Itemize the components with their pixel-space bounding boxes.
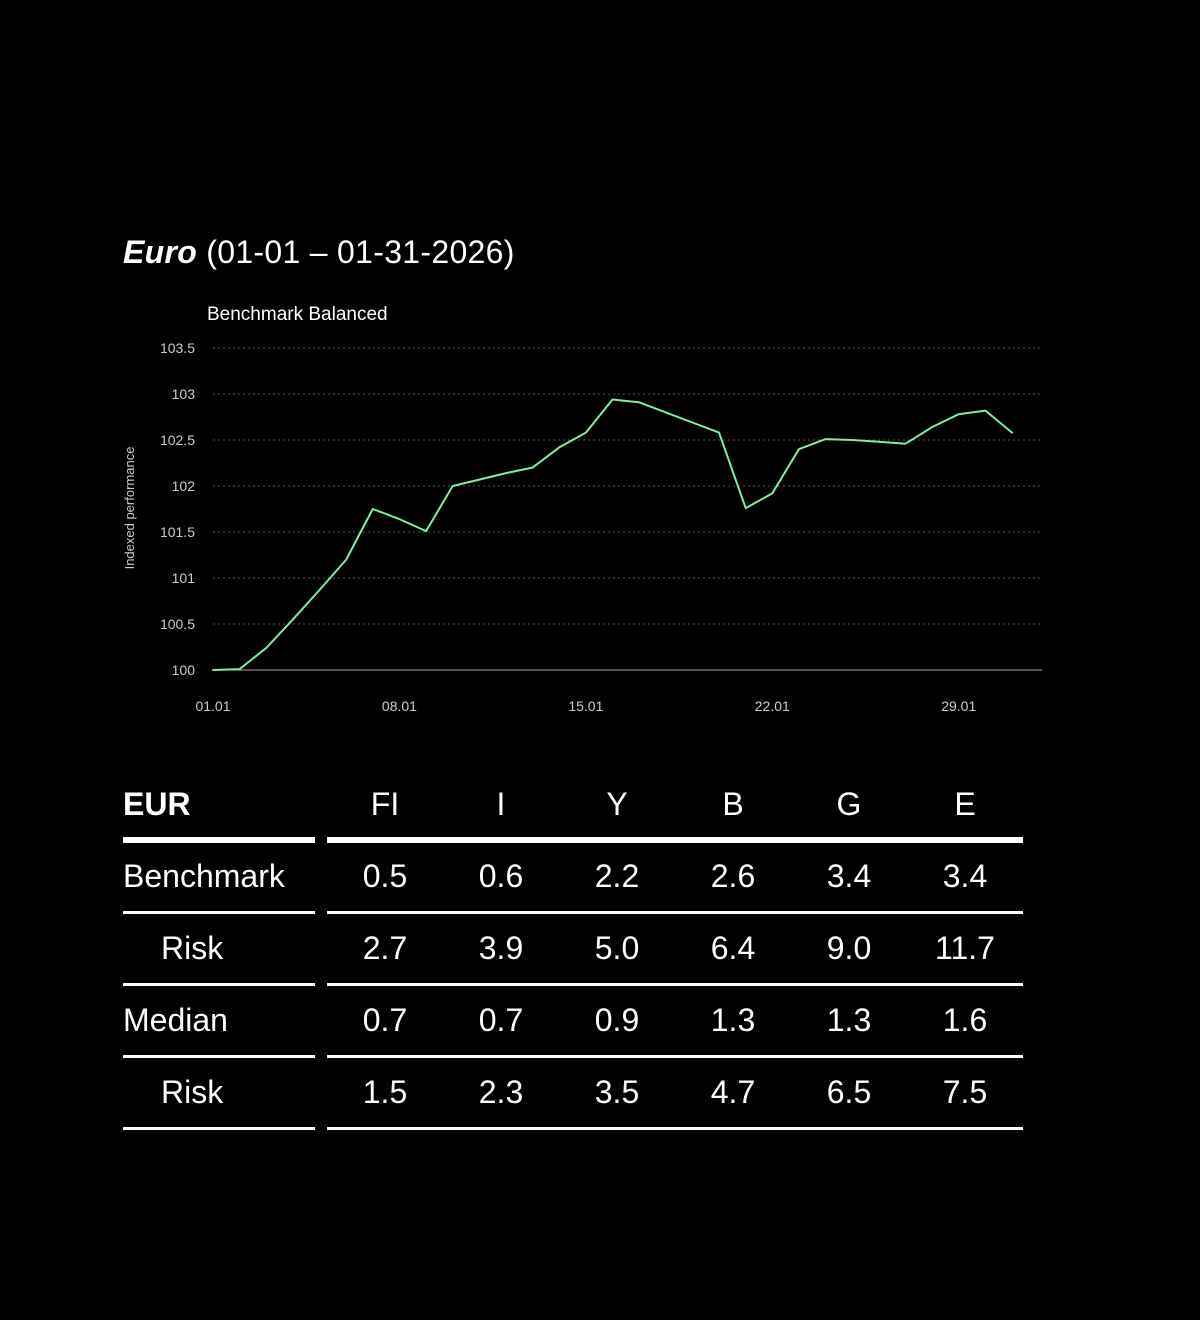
row-label: Median (123, 1002, 228, 1038)
row-rule-right (327, 1055, 1023, 1058)
y-tick-label: 101.5 (160, 524, 195, 540)
column-header: FI (370, 786, 400, 822)
row-rule-left (123, 983, 315, 986)
page-title: Euro (01-01 – 01-31-2026) (123, 234, 515, 271)
y-tick-label: 103.5 (160, 340, 195, 356)
table-cell: 2.2 (594, 858, 640, 894)
row-label: Benchmark (123, 858, 285, 894)
row-rule-right (327, 911, 1023, 914)
table-cell: 4.7 (710, 1074, 756, 1110)
performance-table: EUR FI I Y B G E Benchmark 0.5 0.6 2.2 2.6 3.4 3.4 R… (123, 770, 1023, 1130)
table-cell: 6.4 (710, 930, 756, 966)
table-cell: 0.7 (362, 1002, 408, 1038)
column-header: B (722, 786, 744, 822)
row-label: Risk (161, 1074, 224, 1110)
table-cell: 0.7 (478, 1002, 524, 1038)
table-cell: 0.6 (478, 858, 524, 894)
row-label: Risk (161, 930, 224, 966)
row-rule-left (123, 1127, 315, 1130)
x-axis-ticks: 01.01 08.01 15.01 22.01 29.01 (195, 698, 976, 714)
x-tick-label: 29.01 (941, 698, 976, 714)
table-cell: 3.4 (826, 858, 872, 894)
table-cell: 11.7 (935, 930, 995, 966)
table-row: Benchmark 0.5 0.6 2.2 2.6 3.4 3.4 (123, 842, 1023, 914)
y-axis-label: Indexed performance (122, 447, 137, 570)
column-header: Y (606, 786, 628, 822)
column-header: I (496, 786, 506, 822)
y-tick-label: 100.5 (160, 616, 195, 632)
table-header-row: EUR FI I Y B G E (123, 770, 1023, 843)
header-rule-right (327, 837, 1023, 843)
table-cell: 3.5 (594, 1074, 640, 1110)
table-cell: 0.9 (594, 1002, 640, 1038)
table-cell: 3.4 (942, 858, 988, 894)
table-row: Median 0.7 0.7 0.9 1.3 1.3 1.6 (123, 986, 1023, 1058)
table-cell: 2.7 (362, 930, 408, 966)
table-cell: 1.3 (826, 1002, 872, 1038)
y-tick-label: 102.5 (160, 432, 195, 448)
table-cell: 1.5 (362, 1074, 408, 1110)
table-cell: 5.0 (594, 930, 640, 966)
row-rule-right (327, 983, 1023, 986)
y-axis-ticks: 100 100.5 101 101.5 102 102.5 103 103.5 (160, 340, 195, 678)
column-header: G (836, 786, 862, 822)
table-cell: 0.5 (362, 858, 408, 894)
x-tick-label: 15.01 (568, 698, 603, 714)
table-cell: 2.3 (478, 1074, 524, 1110)
table-corner-label: EUR (123, 786, 191, 822)
table-cell: 2.6 (710, 858, 756, 894)
table-cell: 9.0 (826, 930, 872, 966)
table-cell: 6.5 (826, 1074, 872, 1110)
table-row: Risk 1.5 2.3 3.5 4.7 6.5 7.5 (123, 1058, 1023, 1130)
header-rule-left (123, 837, 315, 843)
line-chart: Benchmark Balanced Indexed performance 1… (122, 304, 1042, 714)
table-row: Risk 2.7 3.9 5.0 6.4 9.0 11.7 (123, 914, 1023, 986)
y-tick-label: 101 (172, 570, 196, 586)
y-tick-label: 100 (172, 662, 196, 678)
gridlines (213, 347, 1042, 625)
y-tick-label: 103 (172, 386, 196, 402)
y-tick-label: 102 (172, 478, 196, 494)
x-tick-label: 01.01 (195, 698, 230, 714)
series-line (212, 398, 1013, 671)
x-tick-label: 22.01 (755, 698, 790, 714)
table-cell: 7.5 (942, 1074, 988, 1110)
column-header: E (954, 786, 976, 822)
table-cell: 1.3 (710, 1002, 756, 1038)
row-rule-left (123, 1055, 315, 1058)
title-date-range: (01-01 – 01-31-2026) (197, 234, 515, 270)
title-currency: Euro (123, 234, 198, 270)
chart-title: Benchmark Balanced (207, 304, 388, 325)
table-cell: 3.9 (478, 930, 524, 966)
x-tick-label: 08.01 (382, 698, 417, 714)
row-rule-right (327, 1127, 1023, 1130)
row-rule-left (123, 911, 315, 914)
table-cell: 1.6 (942, 1002, 988, 1038)
